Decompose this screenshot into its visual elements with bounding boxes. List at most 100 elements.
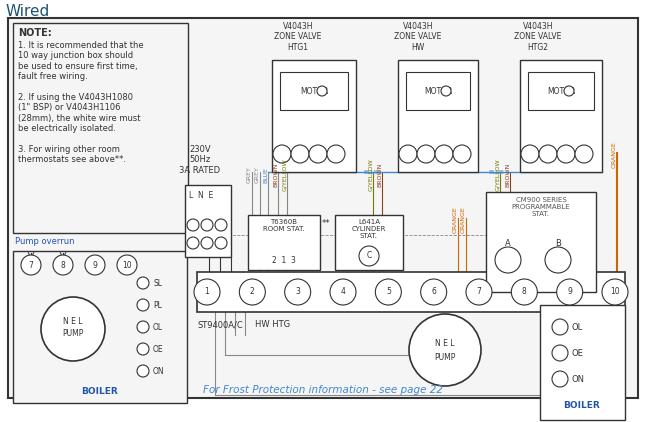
- Circle shape: [556, 279, 583, 305]
- Circle shape: [511, 279, 537, 305]
- Text: SL: SL: [153, 279, 162, 287]
- Text: 10: 10: [610, 287, 620, 297]
- Bar: [406, 72, 470, 110]
- Text: PUMP: PUMP: [62, 328, 83, 338]
- Text: OE: OE: [572, 349, 584, 357]
- Text: **: **: [322, 219, 331, 228]
- Circle shape: [557, 145, 575, 163]
- Text: L641A
CYLINDER
STAT.: L641A CYLINDER STAT.: [352, 219, 386, 239]
- Text: 230V
50Hz
3A RATED: 230V 50Hz 3A RATED: [179, 145, 221, 175]
- Text: 5: 5: [386, 287, 391, 297]
- Text: MOTOR: MOTOR: [300, 87, 328, 95]
- Circle shape: [495, 247, 521, 273]
- Circle shape: [552, 371, 568, 387]
- Text: N E L: N E L: [63, 316, 83, 325]
- Circle shape: [137, 277, 149, 289]
- Circle shape: [435, 145, 453, 163]
- Circle shape: [552, 319, 568, 335]
- Text: ST9400A/C: ST9400A/C: [197, 320, 243, 329]
- Text: V4043H
ZONE VALVE
HTG2: V4043H ZONE VALVE HTG2: [514, 22, 562, 52]
- Bar: [280, 72, 348, 110]
- Text: BLUE: BLUE: [488, 170, 504, 175]
- Text: V4043H
ZONE VALVE
HTG1: V4043H ZONE VALVE HTG1: [274, 22, 322, 52]
- Text: 1. It is recommended that the
10 way junction box should
be used to ensure first: 1. It is recommended that the 10 way jun…: [18, 41, 144, 165]
- Circle shape: [521, 145, 539, 163]
- Bar: [272, 60, 356, 172]
- Circle shape: [399, 145, 417, 163]
- Text: L  N  E: L N E: [189, 191, 214, 200]
- Circle shape: [201, 237, 213, 249]
- Circle shape: [602, 279, 628, 305]
- Text: PL: PL: [153, 300, 162, 309]
- Text: MOTOR: MOTOR: [547, 87, 575, 95]
- Text: BROWN: BROWN: [377, 163, 382, 187]
- Circle shape: [41, 297, 105, 361]
- Circle shape: [417, 145, 435, 163]
- Circle shape: [309, 145, 327, 163]
- Circle shape: [453, 145, 471, 163]
- Bar: [520, 60, 602, 172]
- Text: ORANGE: ORANGE: [612, 142, 617, 168]
- Bar: [398, 60, 478, 172]
- Text: 9: 9: [93, 260, 98, 270]
- Circle shape: [441, 86, 451, 96]
- Circle shape: [545, 247, 571, 273]
- Text: T6360B
ROOM STAT.: T6360B ROOM STAT.: [263, 219, 305, 232]
- Text: 7: 7: [28, 260, 34, 270]
- Circle shape: [285, 279, 311, 305]
- Text: Wired: Wired: [6, 4, 50, 19]
- Text: 8: 8: [522, 287, 527, 297]
- Text: 4: 4: [340, 287, 345, 297]
- Text: GREY: GREY: [255, 167, 260, 184]
- Text: G/YELLOW: G/YELLOW: [368, 159, 373, 191]
- Circle shape: [359, 246, 379, 266]
- Circle shape: [215, 219, 227, 231]
- Circle shape: [215, 237, 227, 249]
- Text: NOTE:: NOTE:: [18, 28, 52, 38]
- Text: N E L: N E L: [435, 340, 455, 349]
- Text: ORANGE: ORANGE: [461, 207, 466, 233]
- Text: GREY: GREY: [247, 167, 252, 184]
- Circle shape: [564, 86, 574, 96]
- Circle shape: [421, 279, 446, 305]
- Text: A: A: [505, 240, 511, 249]
- Bar: [13, 23, 188, 233]
- Circle shape: [409, 314, 481, 386]
- Bar: [197, 272, 625, 312]
- Circle shape: [375, 279, 401, 305]
- Circle shape: [201, 219, 213, 231]
- Circle shape: [327, 145, 345, 163]
- Circle shape: [137, 365, 149, 377]
- Circle shape: [194, 279, 220, 305]
- Bar: [486, 192, 596, 292]
- Text: 1: 1: [204, 287, 210, 297]
- Circle shape: [137, 299, 149, 311]
- Circle shape: [187, 219, 199, 231]
- Text: G/YELLOW: G/YELLOW: [282, 159, 287, 191]
- Circle shape: [539, 145, 557, 163]
- Circle shape: [239, 279, 265, 305]
- Circle shape: [137, 321, 149, 333]
- Circle shape: [330, 279, 356, 305]
- Bar: [185, 185, 231, 257]
- Text: 2: 2: [250, 287, 255, 297]
- Text: OE: OE: [153, 344, 164, 354]
- Text: 9: 9: [567, 287, 572, 297]
- Text: Pump overrun: Pump overrun: [15, 237, 74, 246]
- Text: BLUE: BLUE: [363, 170, 379, 175]
- Circle shape: [187, 237, 199, 249]
- Circle shape: [21, 255, 41, 275]
- Circle shape: [317, 86, 327, 96]
- Text: 8: 8: [61, 260, 65, 270]
- Circle shape: [466, 279, 492, 305]
- Text: ORANGE: ORANGE: [453, 207, 458, 233]
- Text: HW HTG: HW HTG: [255, 320, 290, 329]
- Text: OL: OL: [153, 322, 163, 332]
- Text: BROWN: BROWN: [273, 163, 278, 187]
- Text: 2  1  3: 2 1 3: [272, 256, 296, 265]
- Circle shape: [137, 343, 149, 355]
- Circle shape: [291, 145, 309, 163]
- Text: 7: 7: [477, 287, 481, 297]
- Text: BOILER: BOILER: [82, 387, 118, 395]
- Text: ON: ON: [572, 374, 585, 384]
